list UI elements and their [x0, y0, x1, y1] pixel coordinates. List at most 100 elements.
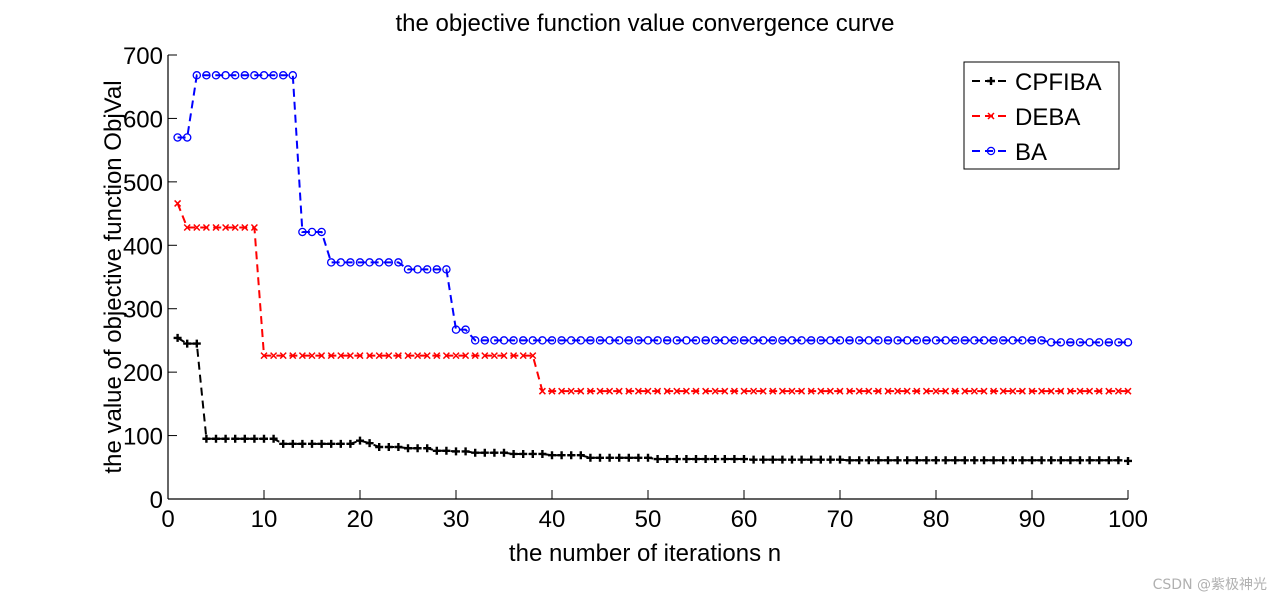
data-point — [854, 336, 864, 345]
data-point — [192, 71, 202, 80]
data-point — [912, 456, 921, 465]
data-point — [615, 387, 623, 395]
data-point — [624, 336, 634, 345]
data-point — [682, 336, 691, 345]
x-tick-label: 90 — [1019, 506, 1046, 533]
data-point — [1075, 338, 1085, 347]
data-point — [1086, 387, 1094, 395]
data-point — [682, 455, 691, 464]
data-point — [250, 434, 259, 443]
data-point — [490, 448, 499, 457]
data-point — [932, 387, 940, 395]
data-point — [212, 223, 220, 232]
data-point — [673, 387, 681, 395]
data-point — [452, 447, 460, 456]
data-point — [385, 352, 393, 360]
data-point — [471, 352, 479, 360]
data-point — [499, 336, 509, 345]
data-point — [788, 387, 796, 395]
y-tick-label: 100 — [123, 424, 163, 451]
data-point — [557, 336, 566, 345]
data-point — [413, 444, 422, 453]
data-point — [913, 387, 921, 395]
data-point — [212, 434, 220, 443]
y-tick-label: 300 — [123, 297, 163, 324]
data-point — [423, 444, 432, 453]
y-tick-label: 400 — [123, 233, 163, 260]
data-point — [480, 448, 489, 457]
data-point — [1076, 456, 1084, 465]
data-point — [1124, 387, 1132, 395]
data-point — [1095, 456, 1104, 465]
data-point — [269, 71, 278, 80]
data-point — [721, 387, 729, 395]
data-point — [749, 336, 758, 345]
data-point — [702, 387, 710, 395]
data-point — [692, 387, 700, 395]
legend-marker — [986, 146, 996, 156]
data-point — [586, 453, 595, 462]
data-point — [1066, 387, 1074, 395]
data-point — [529, 352, 537, 360]
data-point — [816, 336, 826, 345]
data-point — [740, 387, 748, 395]
data-point — [614, 336, 624, 345]
data-point — [519, 449, 528, 458]
data-point — [346, 439, 355, 448]
data-point — [384, 442, 393, 451]
data-point — [174, 199, 182, 207]
data-point — [855, 456, 864, 465]
data-point — [298, 352, 306, 360]
data-point — [308, 439, 316, 448]
data-point — [346, 352, 354, 360]
data-point — [999, 387, 1007, 395]
data-point — [816, 455, 825, 464]
data-point — [548, 451, 556, 460]
data-point — [653, 455, 662, 464]
data-point — [1057, 387, 1065, 395]
data-point — [259, 71, 269, 80]
data-point — [701, 455, 710, 464]
data-point — [356, 436, 364, 445]
data-point — [941, 336, 950, 345]
data-point — [307, 227, 317, 237]
data-point — [1114, 387, 1122, 395]
legend-label: BA — [1015, 139, 1047, 166]
legend-label: CPFIBA — [1015, 69, 1102, 96]
y-axis-label: the value of objective function ObjVal — [100, 80, 127, 473]
x-tick-label: 60 — [731, 506, 758, 533]
data-point — [480, 336, 490, 345]
data-point — [806, 336, 816, 345]
data-point — [787, 336, 797, 345]
data-point — [173, 333, 182, 342]
data-point — [894, 387, 902, 395]
data-point — [874, 336, 883, 345]
data-point — [596, 387, 604, 395]
data-point — [998, 336, 1008, 345]
data-point — [576, 336, 586, 345]
data-point — [654, 387, 662, 395]
data-point — [500, 352, 508, 360]
data-point — [644, 453, 652, 462]
data-point — [1008, 456, 1017, 465]
data-point — [662, 336, 672, 345]
data-point — [768, 336, 778, 345]
data-point — [279, 439, 288, 448]
data-point — [769, 387, 777, 395]
data-point — [836, 455, 844, 464]
data-point — [1028, 456, 1036, 465]
data-point — [384, 258, 394, 267]
data-point — [710, 336, 720, 345]
data-point — [250, 223, 258, 232]
data-point — [586, 336, 595, 345]
data-point — [240, 71, 250, 80]
data-point — [461, 325, 470, 334]
data-point — [509, 336, 518, 345]
data-point — [1056, 456, 1065, 465]
data-point — [672, 336, 682, 345]
data-point — [798, 387, 806, 395]
data-point — [586, 387, 594, 395]
data-point — [711, 387, 719, 395]
data-point — [778, 336, 787, 345]
data-point — [327, 352, 335, 360]
